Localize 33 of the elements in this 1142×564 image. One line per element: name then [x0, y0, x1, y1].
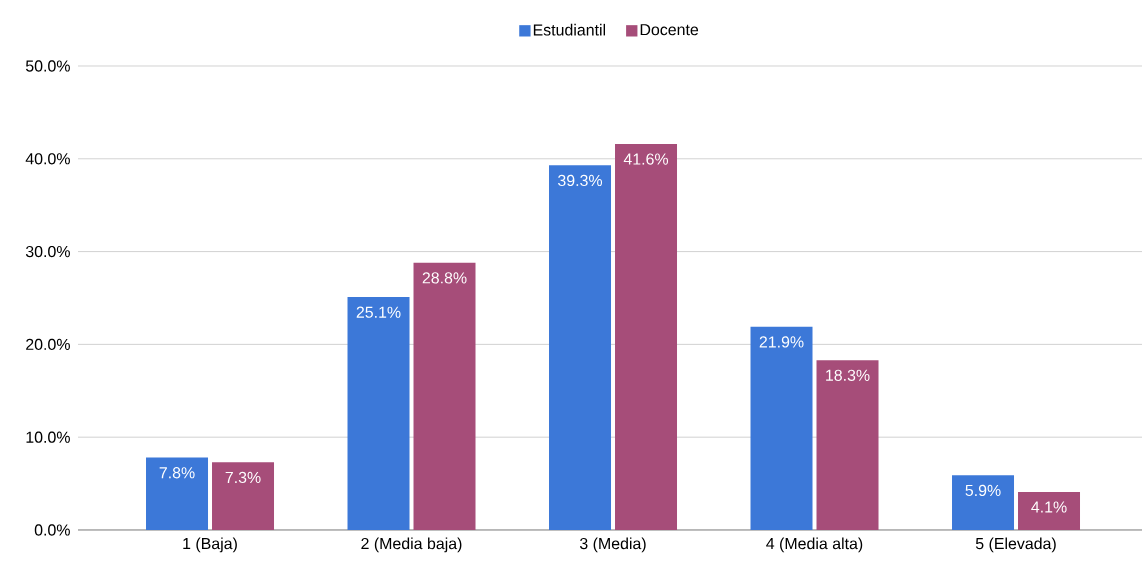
- data-label: 25.1%: [356, 306, 401, 318]
- data-label: 39.3%: [558, 174, 603, 187]
- x-tick-label: 1 (Baja): [183, 537, 237, 553]
- legend-label: Docente: [640, 24, 699, 36]
- bar: [816, 360, 879, 530]
- y-tick-label: 20.0%: [26, 338, 70, 351]
- bar: [347, 297, 410, 530]
- data-label: 18.3%: [826, 369, 870, 381]
- data-label: 7.3%: [225, 471, 261, 484]
- data-label: 21.9%: [759, 336, 804, 348]
- data-label: 28.8%: [422, 272, 467, 284]
- y-tick-label: 30.0%: [25, 245, 70, 258]
- y-tick-label: 0.0%: [34, 524, 70, 536]
- bar: [146, 457, 209, 530]
- data-label: 41.6%: [623, 153, 669, 165]
- bar: [952, 475, 1015, 530]
- bar: [750, 326, 813, 530]
- x-tick-label: 4 (Media alta): [766, 537, 863, 553]
- bar: [549, 165, 612, 530]
- data-label: 5.9%: [965, 484, 1001, 497]
- x-tick-label: 3 (Media): [579, 537, 646, 553]
- bar: [212, 462, 275, 530]
- y-tick-label: 40.0%: [25, 153, 70, 165]
- x-tick-label: 5 (Elevada): [975, 537, 1056, 553]
- bar: [413, 262, 476, 530]
- bar: [1018, 491, 1081, 530]
- legend-label: Estudiantil: [533, 23, 606, 36]
- data-label: 7.8%: [159, 467, 195, 479]
- x-tick-label: 2 (Media baja): [361, 537, 462, 553]
- bar: [615, 143, 678, 530]
- y-tick-label: 50.0%: [25, 60, 70, 72]
- y-tick-label: 10.0%: [26, 431, 70, 443]
- data-label: 4.1%: [1031, 501, 1067, 513]
